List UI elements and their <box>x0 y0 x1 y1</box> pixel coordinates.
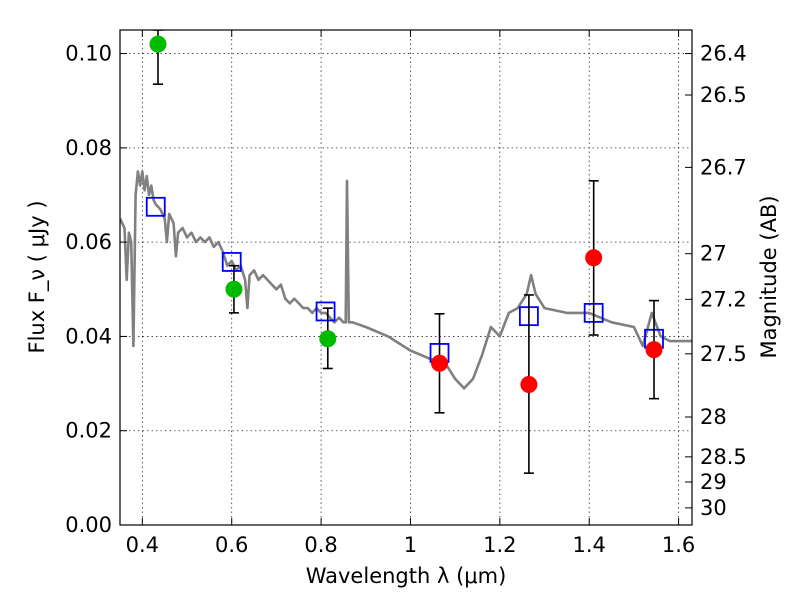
y-tick-label: 0.04 <box>65 324 112 348</box>
model-flux-box <box>145 196 166 217</box>
y-tick-label: 0.08 <box>65 136 112 160</box>
x-tick-label: 1.4 <box>573 533 606 557</box>
y2-tick-label: 26.5 <box>700 83 747 107</box>
y2-tick-label: 27 <box>700 242 727 266</box>
y2-tick-label: 26.7 <box>700 155 747 179</box>
optical-data-point <box>149 35 167 53</box>
y-tick-label: 0.06 <box>65 230 112 254</box>
x-tick-label: 0.4 <box>126 533 159 557</box>
y2-tick-label: 27.5 <box>700 342 747 366</box>
optical-data-point <box>225 280 243 298</box>
x-tick-label: 0.8 <box>304 533 337 557</box>
y-tick-label: 0.02 <box>65 419 112 443</box>
y2-tick-label: 29 <box>700 470 727 494</box>
x-tick-label: 1.2 <box>483 533 516 557</box>
optical-data-point <box>319 330 337 348</box>
grid-lines <box>120 30 692 526</box>
model-flux-box <box>221 252 242 272</box>
x-tick-label: 1.6 <box>662 533 695 557</box>
y2-tick-label: 28 <box>700 405 727 429</box>
nir-data-point <box>645 341 663 359</box>
plot-area <box>120 30 692 474</box>
y2-tick-label: 28.5 <box>700 445 747 469</box>
x-tick-label: 0.6 <box>215 533 248 557</box>
y-tick-label: 0.00 <box>65 513 112 537</box>
plot-frame <box>119 29 693 526</box>
y-axis-label: Flux F_ν ( μJy ) <box>25 200 50 353</box>
y2-tick-label: 26.4 <box>700 42 747 66</box>
y-tick-label: 0.10 <box>65 42 112 66</box>
x-axis-label: Wavelength λ (μm) <box>306 564 507 588</box>
y2-axis-label: Magnitude (AB) <box>757 195 781 358</box>
nir-data-point <box>520 376 538 394</box>
nir-data-point <box>585 249 603 267</box>
nir-data-point <box>431 354 449 372</box>
template-spectrum-line <box>120 170 692 390</box>
model-flux-box <box>315 301 336 322</box>
y2-tick-label: 27.2 <box>700 287 747 311</box>
y2-tick-label: 30 <box>700 496 727 520</box>
axis-ticks: 0.4 0.6 0.8 1 1.2 1.4 1.6 0.00 0.02 0.04 0.06 0.08 0… <box>65 30 747 557</box>
x-tick-label: 1 <box>404 533 417 557</box>
